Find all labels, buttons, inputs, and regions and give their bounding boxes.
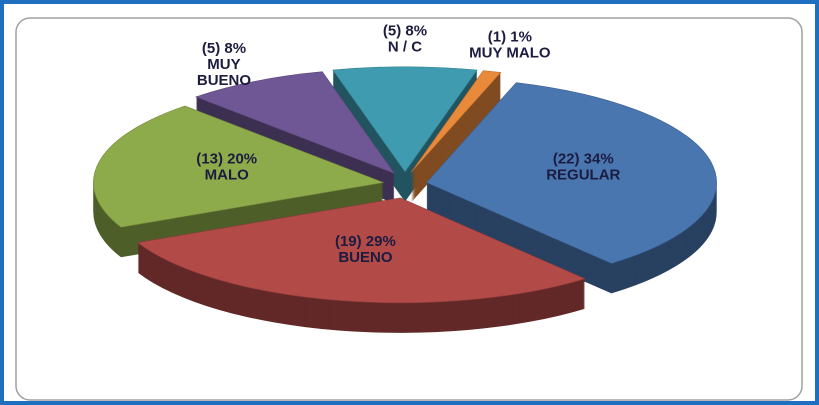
data-label: (5) 8% [202,40,246,57]
category-label: MALO [205,167,249,184]
category-label: BUENO [338,249,393,266]
category-label: N / C [388,39,422,56]
pie-slice [410,70,502,173]
pie-slice [426,82,717,264]
category-label: REGULAR [546,167,620,184]
pie-slice [195,71,396,175]
data-label: (1) 1% [488,28,532,45]
category-label: MUY BUENO [197,56,252,89]
pie-slice [93,105,385,228]
category-label: MUY MALO [469,44,551,61]
data-label: (19) 29% [335,233,396,250]
data-label: (22) 34% [553,151,614,168]
data-label: (5) 8% [383,23,427,40]
data-label: (13) 20% [196,151,257,168]
category-label-part: MUY [207,56,240,73]
category-label-part: BUENO [197,72,252,89]
pie-slice [137,197,586,304]
pie-slice [332,66,478,173]
